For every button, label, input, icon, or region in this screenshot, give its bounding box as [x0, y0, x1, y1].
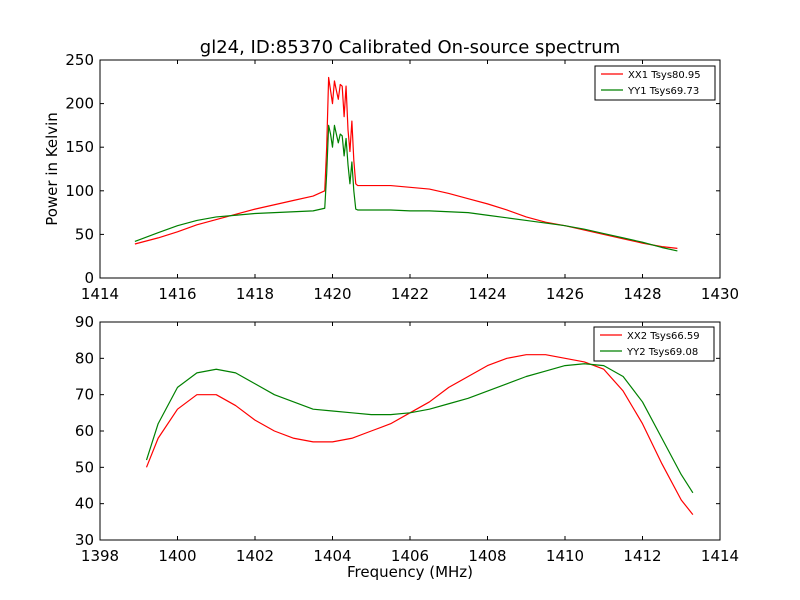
bottom-x-tick-label: 1398	[81, 547, 119, 565]
top-y-axis-label: Power in Kelvin	[43, 112, 61, 226]
top-series-line-1	[134, 76, 678, 249]
bottom-series-line-2	[145, 363, 694, 494]
bottom-legend-box	[593, 326, 715, 362]
top-x-tick-label: 1420	[313, 285, 351, 303]
bottom-y-tick-label: 40	[75, 495, 94, 513]
top-x-tick-label: 1414	[81, 285, 119, 303]
top-x-tick-label: 1424	[468, 285, 506, 303]
bottom-legend-label-yy2: YY2 Tsys69.08	[626, 347, 698, 358]
bottom-legend: XX2 Tsys66.59 YY2 Tsys69.08	[593, 326, 715, 362]
bottom-x-tick-label: 1408	[468, 547, 506, 565]
top-series-line-2	[134, 124, 678, 252]
top-y-tick-label: 50	[75, 225, 94, 243]
bottom-x-tick-label: 1400	[158, 547, 196, 565]
bottom-y-tick-label: 90	[75, 313, 94, 331]
top-x-tick-label: 1416	[158, 285, 196, 303]
bottom-series-lines	[145, 354, 694, 515]
top-x-tick-label: 1418	[236, 285, 274, 303]
top-legend-box	[594, 65, 716, 101]
bottom-ticks: 1398 1400 1402 1404 1406 1408 1410 1412 1414 30 40…	[75, 313, 739, 565]
bottom-y-tick-label: 60	[75, 422, 94, 440]
bottom-legend-label-xx2: XX2 Tsys66.59	[627, 331, 700, 342]
top-x-tick-label: 1422	[391, 285, 429, 303]
top-x-tick-label: 1430	[701, 285, 739, 303]
bottom-x-tick-label: 1406	[391, 547, 429, 565]
plot-top: 1414 1416 1418 1420 1422 1424 1426 1428 1430 0 50 1…	[43, 51, 739, 303]
top-x-tick-label: 1426	[546, 285, 584, 303]
bottom-x-tick-label: 1410	[546, 547, 584, 565]
figure-title: gl24, ID:85370 Calibrated On-source spec…	[200, 37, 620, 58]
bottom-x-axis-label: Frequency (MHz)	[347, 563, 473, 581]
bottom-x-tick-label: 1404	[313, 547, 351, 565]
bottom-y-tick-label: 50	[75, 458, 94, 476]
bottom-y-tick-label: 80	[75, 349, 94, 367]
bottom-series-line-1	[145, 354, 694, 515]
bottom-x-tick-label: 1402	[236, 547, 274, 565]
bottom-x-tick-label: 1412	[623, 547, 661, 565]
top-y-tick-label: 250	[65, 51, 94, 69]
top-legend: XX1 Tsys80.95 YY1 Tsys69.73	[594, 65, 716, 101]
top-x-tick-label: 1428	[623, 285, 661, 303]
top-y-tick-label: 0	[84, 269, 94, 287]
top-ticks: 1414 1416 1418 1420 1422 1424 1426 1428 1430 0 50 1…	[65, 51, 739, 303]
top-y-tick-label: 200	[65, 95, 94, 113]
bottom-y-tick-label: 70	[75, 386, 94, 404]
bottom-x-tick-label: 1414	[701, 547, 739, 565]
top-y-tick-label: 100	[65, 182, 94, 200]
top-y-tick-label: 150	[65, 138, 94, 156]
top-legend-label-xx1: XX1 Tsys80.95	[628, 70, 701, 81]
top-series-lines	[134, 76, 678, 252]
top-legend-label-yy1: YY1 Tsys69.73	[627, 86, 699, 97]
bottom-y-tick-label: 30	[75, 531, 94, 549]
plot-bottom: 1398 1400 1402 1404 1406 1408 1410 1412 1414 30 40…	[75, 313, 739, 581]
